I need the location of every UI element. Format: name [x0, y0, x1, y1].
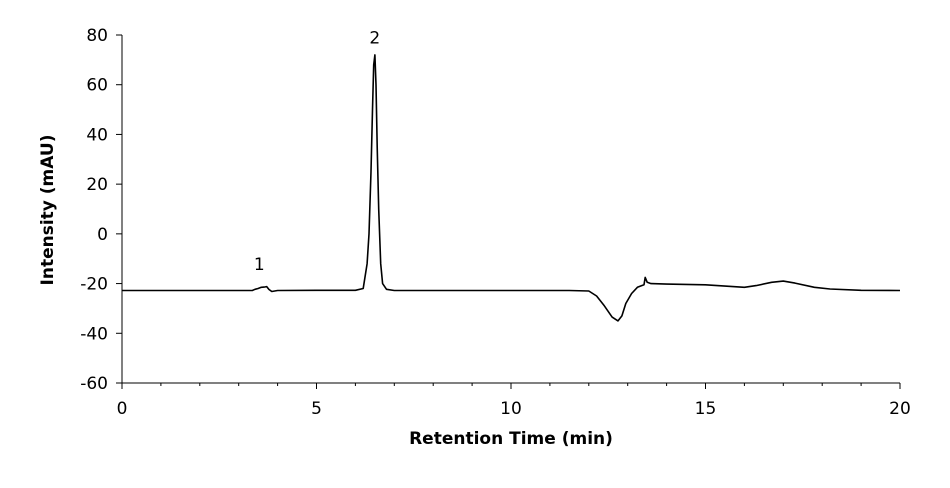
x-tick-label: 15	[695, 399, 717, 419]
y-tick-label: 60	[86, 76, 108, 96]
y-tick-label: 40	[86, 125, 108, 145]
y-tick-label: 0	[97, 225, 108, 245]
x-tick-label: 20	[889, 399, 911, 419]
y-tick-label: -60	[80, 374, 108, 394]
y-tick-label: -40	[80, 324, 108, 344]
peak-label: 2	[369, 29, 380, 49]
chromatogram-trace	[122, 54, 901, 322]
y-tick-label: 20	[86, 175, 108, 195]
x-tick-label: 5	[311, 399, 322, 419]
x-tick-label: 10	[500, 399, 522, 419]
x-axis-title: Retention Time (min)	[409, 429, 613, 449]
peak-label: 1	[254, 255, 265, 275]
y-axis-title: Intensity (mAU)	[38, 135, 58, 286]
x-tick-label: 0	[117, 399, 128, 419]
y-tick-label: -20	[80, 275, 108, 295]
y-tick-label: 80	[86, 26, 108, 46]
